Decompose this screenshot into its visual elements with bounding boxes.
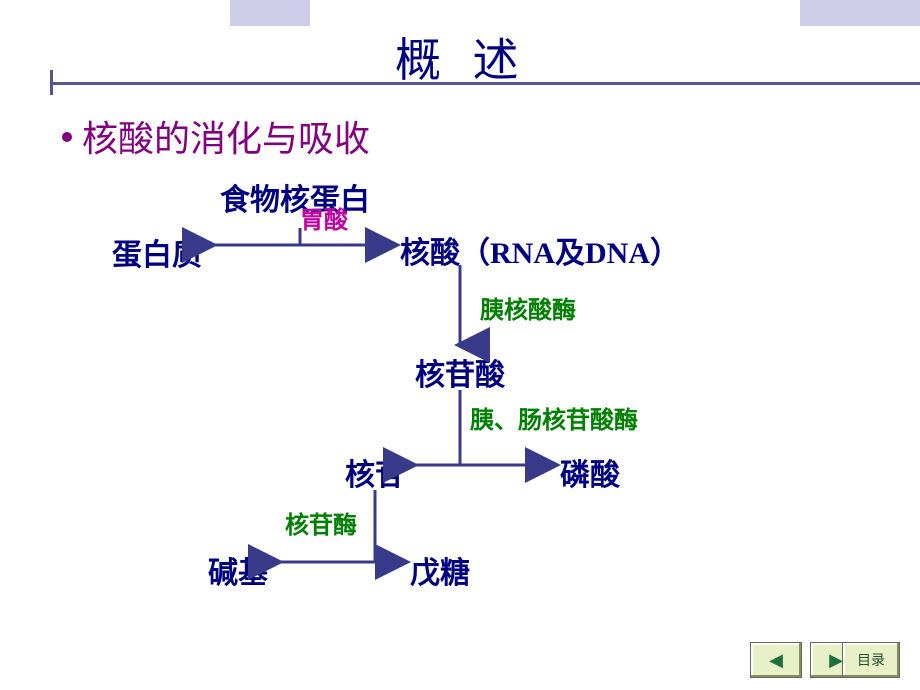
- prev-button[interactable]: ◀: [750, 642, 802, 678]
- node-nucleic: 核酸（RNA及DNA）: [400, 228, 680, 272]
- decoration-box-2: [800, 0, 920, 26]
- slide: 概 述 核酸的消化与吸收 食物核蛋白 蛋白质 核酸（RNA及DNA） 核苷酸 核…: [0, 0, 920, 690]
- node-nucleotide: 核苷酸: [415, 350, 505, 394]
- node-base: 碱基: [208, 548, 268, 592]
- node-phosphate: 磷酸: [560, 450, 620, 494]
- enzyme-nucleotidase: 胰、肠核苷酸酶: [470, 400, 638, 435]
- bullet-text: 核酸的消化与吸收: [82, 110, 370, 162]
- node-protein: 蛋白质: [112, 230, 202, 274]
- decoration-box-1: [230, 0, 310, 26]
- toc-label: 目录: [857, 650, 885, 670]
- next-icon: ▶: [829, 650, 843, 671]
- header-stub: [50, 70, 53, 95]
- bullet-dot: [62, 132, 72, 142]
- enzyme-nucleosidase: 核苷酶: [285, 505, 357, 540]
- node-nucleoside: 核苷: [345, 450, 405, 494]
- toc-button[interactable]: 目录: [842, 642, 900, 678]
- enzyme-gastric: 胃酸: [300, 200, 348, 235]
- enzyme-panc-nuclease: 胰核酸酶: [480, 290, 576, 325]
- slide-title: 概 述: [395, 24, 529, 90]
- prev-icon: ◀: [769, 650, 783, 671]
- node-pentose: 戊糖: [410, 548, 470, 592]
